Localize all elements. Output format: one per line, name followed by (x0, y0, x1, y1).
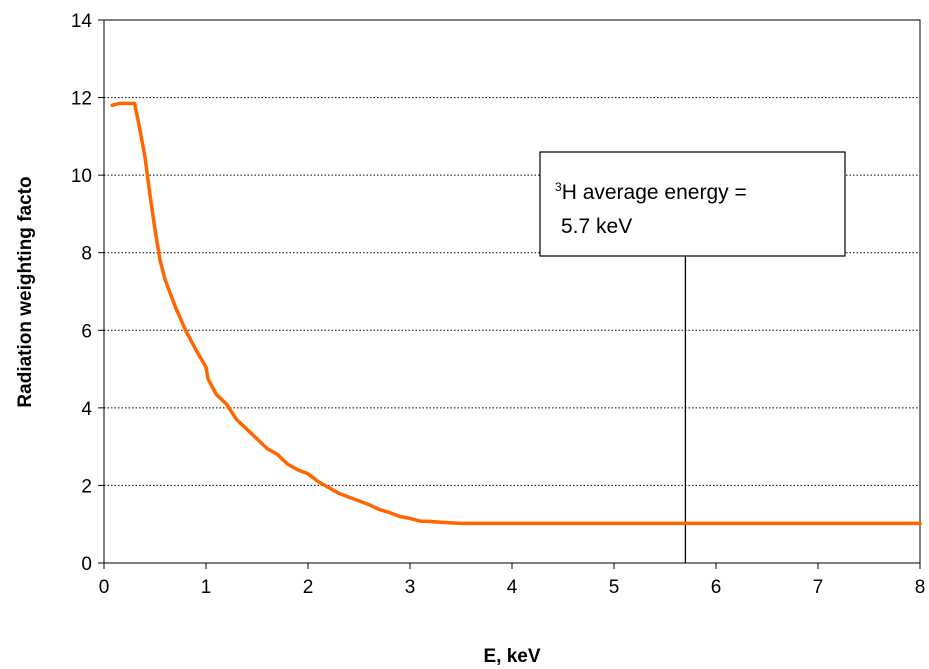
x-tick-label: 7 (813, 577, 824, 598)
x-tick-label: 0 (99, 577, 110, 598)
annotation-line-1: 3H average energy = (555, 180, 747, 204)
series-line-0 (110, 101, 922, 526)
y-tick-label: 10 (71, 166, 92, 187)
x-tick-label: 4 (507, 577, 518, 598)
y-tick-label: 2 (81, 476, 92, 497)
y-tick-label: 6 (81, 321, 92, 342)
plot-area-frame (103, 19, 921, 564)
x-tick-label: 5 (609, 577, 620, 598)
y-tick-label: 4 (81, 399, 92, 420)
annotation-text: H average energy = (562, 181, 747, 204)
y-axis-title: Radiation weighting facto (15, 176, 36, 407)
x-axis-title: E, keV (483, 646, 540, 667)
y-axis-ticks: 0 2 4 6 8 10 12 14 (71, 11, 104, 575)
x-tick-label: 8 (915, 577, 926, 598)
x-tick-label: 2 (303, 577, 314, 598)
annotation-superscript: 3 (555, 180, 562, 194)
y-tick-label: 12 (71, 89, 92, 110)
x-tick-label: 6 (711, 577, 722, 598)
y-tick-label: 14 (71, 11, 93, 32)
annotation-line-2: 5.7 keV (561, 215, 632, 238)
x-axis-ticks: 0 1 2 3 4 5 6 7 8 (99, 563, 926, 598)
annotation-box: 3H average energy = 5.7 keV (539, 151, 846, 257)
series-layer (110, 101, 922, 526)
y-tick-label: 8 (81, 244, 92, 265)
y-tick-label: 0 (81, 554, 92, 575)
x-tick-label: 1 (201, 577, 212, 598)
x-tick-label: 3 (405, 577, 416, 598)
